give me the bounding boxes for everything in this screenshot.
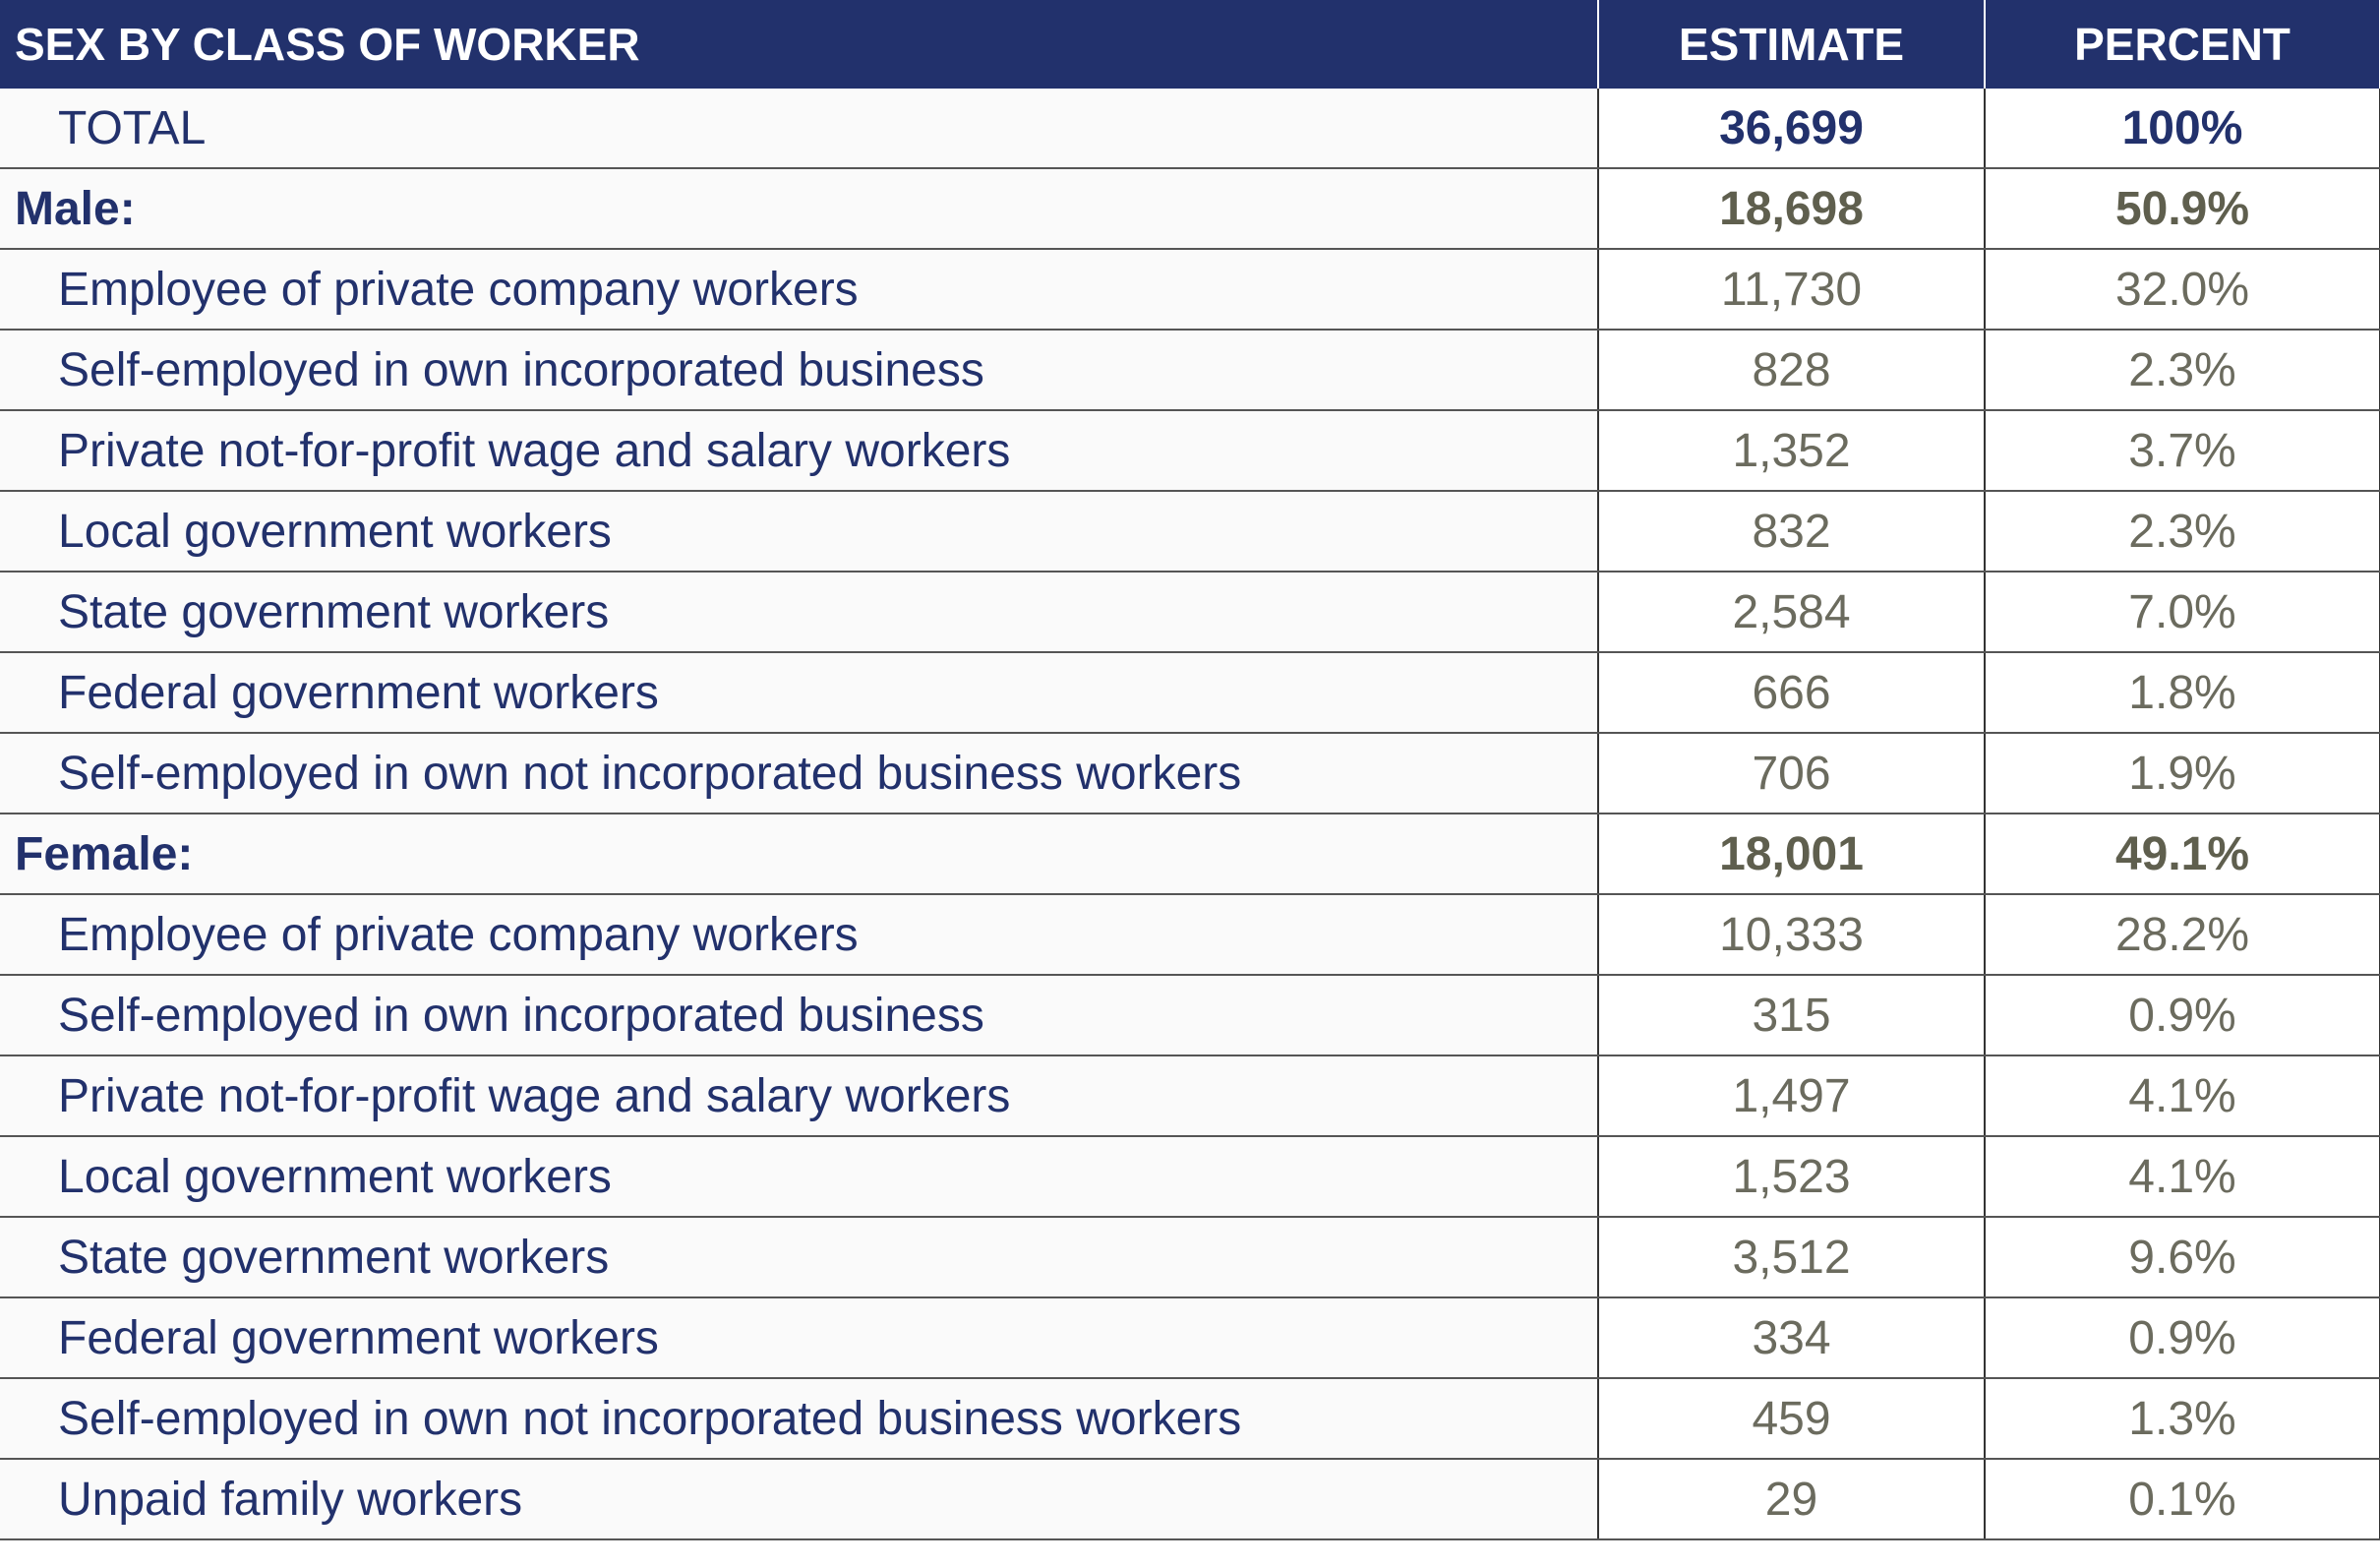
row-percent: 3.7% (1985, 410, 2380, 492)
header-row: SEX BY CLASS OF WORKER ESTIMATE PERCENT (0, 0, 2380, 89)
group-row: Female: 18,001 49.1% (0, 814, 2380, 895)
table-row: Private not-for-profit wage and salary w… (0, 410, 2380, 492)
row-estimate: 666 (1598, 652, 1986, 734)
row-percent: 0.9% (1985, 1297, 2380, 1379)
table-row: Private not-for-profit wage and salary w… (0, 1055, 2380, 1137)
table-row: Local government workers 1,523 4.1% (0, 1136, 2380, 1218)
row-estimate: 29 (1598, 1459, 1986, 1540)
row-label: Federal government workers (0, 1297, 1599, 1379)
row-percent: 4.1% (1985, 1055, 2380, 1137)
row-percent: 49.1% (1985, 814, 2380, 895)
row-estimate: 334 (1598, 1297, 1986, 1379)
row-estimate: 1,523 (1598, 1136, 1986, 1218)
row-percent: 1.8% (1985, 652, 2380, 734)
row-label: Local government workers (0, 491, 1599, 573)
header-estimate: ESTIMATE (1598, 0, 1986, 89)
row-estimate: 36,699 (1598, 89, 1986, 169)
row-estimate: 459 (1598, 1378, 1986, 1460)
table-row: Employee of private company workers 10,33… (0, 894, 2380, 976)
header-percent: PERCENT (1985, 0, 2380, 89)
row-estimate: 18,001 (1598, 814, 1986, 895)
table-row: State government workers 3,512 9.6% (0, 1217, 2380, 1298)
row-estimate: 3,512 (1598, 1217, 1986, 1298)
row-percent: 28.2% (1985, 894, 2380, 976)
row-estimate: 706 (1598, 733, 1986, 814)
table-row: Local government workers 832 2.3% (0, 491, 2380, 573)
row-percent: 1.3% (1985, 1378, 2380, 1460)
row-percent: 0.9% (1985, 975, 2380, 1056)
row-percent: 2.3% (1985, 330, 2380, 411)
row-label: Self-employed in own incorporated busine… (0, 330, 1599, 411)
row-label: TOTAL (0, 89, 1599, 169)
table-row: State government workers 2,584 7.0% (0, 572, 2380, 653)
row-estimate: 18,698 (1598, 168, 1986, 250)
row-label: Employee of private company workers (0, 894, 1599, 976)
row-label: Male: (0, 168, 1599, 250)
table-row: Self-employed in own incorporated busine… (0, 330, 2380, 411)
row-label: Unpaid family workers (0, 1459, 1599, 1540)
header-title: SEX BY CLASS OF WORKER (0, 0, 1599, 89)
row-estimate: 10,333 (1598, 894, 1986, 976)
table-row: Federal government workers 666 1.8% (0, 652, 2380, 734)
table-row: Self-employed in own not incorporated bu… (0, 1378, 2380, 1460)
row-label: Private not-for-profit wage and salary w… (0, 410, 1599, 492)
row-estimate: 2,584 (1598, 572, 1986, 653)
row-percent: 100% (1985, 89, 2380, 169)
row-label: Female: (0, 814, 1599, 895)
row-label: Employee of private company workers (0, 249, 1599, 331)
row-percent: 32.0% (1985, 249, 2380, 331)
row-label: Private not-for-profit wage and salary w… (0, 1055, 1599, 1137)
row-label: Self-employed in own not incorporated bu… (0, 733, 1599, 814)
row-label: Self-employed in own incorporated busine… (0, 975, 1599, 1056)
row-percent: 7.0% (1985, 572, 2380, 653)
row-percent: 0.1% (1985, 1459, 2380, 1540)
row-estimate: 1,352 (1598, 410, 1986, 492)
row-label: State government workers (0, 572, 1599, 653)
row-label: Self-employed in own not incorporated bu… (0, 1378, 1599, 1460)
group-row: Male: 18,698 50.9% (0, 168, 2380, 250)
row-label: State government workers (0, 1217, 1599, 1298)
row-estimate: 1,497 (1598, 1055, 1986, 1137)
row-percent: 4.1% (1985, 1136, 2380, 1218)
row-percent: 1.9% (1985, 733, 2380, 814)
table-row: Self-employed in own not incorporated bu… (0, 733, 2380, 814)
total-row: TOTAL 36,699 100% (0, 89, 2380, 169)
table-row: Unpaid family workers 29 0.1% (0, 1459, 2380, 1540)
row-label: Local government workers (0, 1136, 1599, 1218)
table-row: Federal government workers 334 0.9% (0, 1297, 2380, 1379)
row-percent: 50.9% (1985, 168, 2380, 250)
row-estimate: 11,730 (1598, 249, 1986, 331)
row-estimate: 828 (1598, 330, 1986, 411)
table-row: Employee of private company workers 11,73… (0, 249, 2380, 331)
row-estimate: 315 (1598, 975, 1986, 1056)
row-percent: 9.6% (1985, 1217, 2380, 1298)
table-row: Self-employed in own incorporated busine… (0, 975, 2380, 1056)
row-estimate: 832 (1598, 491, 1986, 573)
row-percent: 2.3% (1985, 491, 2380, 573)
row-label: Federal government workers (0, 652, 1599, 734)
